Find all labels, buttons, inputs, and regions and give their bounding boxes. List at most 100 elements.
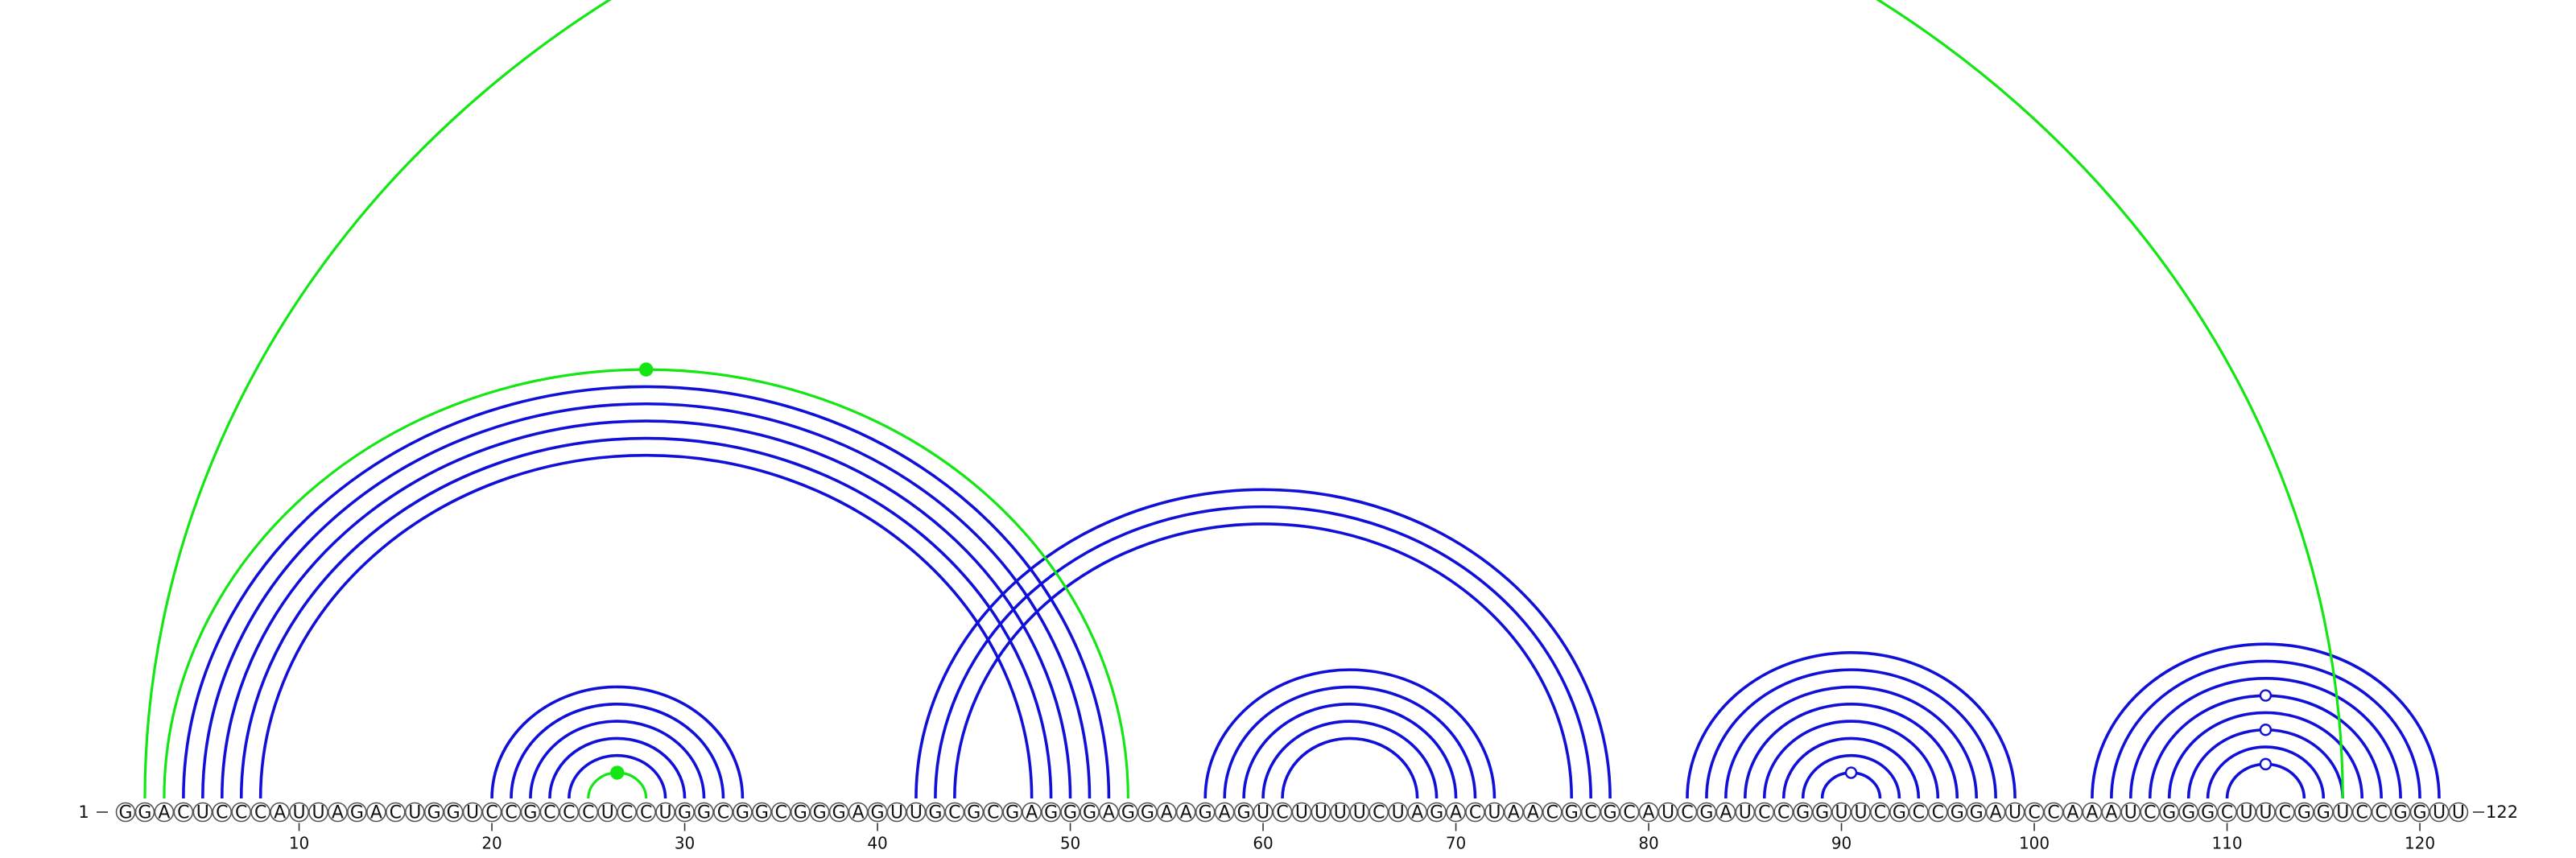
nucleotide-17: G xyxy=(423,802,444,823)
nucleotide-circle xyxy=(925,802,946,823)
nucleotide-letter: A xyxy=(158,803,170,823)
nucleotide-88: G xyxy=(1793,802,1813,823)
nucleotide-48: A xyxy=(1022,802,1042,823)
arc-2-116 xyxy=(143,0,2344,799)
arc-61-68 xyxy=(1281,736,1419,799)
nucleotide-63: U xyxy=(1311,802,1331,823)
nucleotide-19: U xyxy=(462,802,483,823)
nucleotide-letter: A xyxy=(852,803,865,823)
nucleotide-104: A xyxy=(2101,802,2122,823)
nucleotide-circle xyxy=(1523,802,1543,823)
arc-42-78 xyxy=(914,488,1612,799)
nucleotide-letter: G xyxy=(350,803,364,823)
nucleotide-32: C xyxy=(713,802,733,823)
nucleotide-85: U xyxy=(1735,802,1756,823)
arc-109-115 xyxy=(2206,745,2326,799)
nucleotide-circle xyxy=(809,802,830,823)
nucleotide-letter: G xyxy=(1970,803,1984,823)
nucleotide-74: A xyxy=(1523,802,1543,823)
nucleotide-58: A xyxy=(1214,802,1235,823)
nucleotide-circle xyxy=(983,802,1004,823)
arc-3-53 xyxy=(163,368,1129,799)
nucleotide-57: G xyxy=(1195,802,1216,823)
nucleotide-45: G xyxy=(964,802,985,823)
nucleotide-letter: U xyxy=(910,803,923,823)
nucleotide-circle xyxy=(1137,802,1158,823)
nucleotide-letter: G xyxy=(2394,803,2408,823)
nucleotide-96: G xyxy=(1946,802,1967,823)
arc-20-33 xyxy=(490,685,745,799)
nucleotide-circle xyxy=(423,802,444,823)
nucleotide-circle xyxy=(173,802,194,823)
marker-25-28 xyxy=(610,765,625,780)
nucleotide-circle xyxy=(1426,802,1447,823)
nucleotide-101: C xyxy=(2043,802,2064,823)
nucleotide-letter: G xyxy=(1237,803,1251,823)
nucleotide-letter: G xyxy=(427,803,441,823)
nucleotide-66: C xyxy=(1368,802,1389,823)
nucleotide-circle xyxy=(906,802,927,823)
nucleotide-letter: A xyxy=(1219,803,1231,823)
nucleotide-80: A xyxy=(1638,802,1659,823)
nucleotide-115: G xyxy=(2314,802,2334,823)
nucleotide-72: U xyxy=(1484,802,1505,823)
arc-22-31 xyxy=(529,720,706,799)
nucleotide-circle xyxy=(1542,802,1563,823)
nucleotide-letter: G xyxy=(1063,803,1077,823)
nucleotide-letter: U xyxy=(2008,803,2021,823)
nucleotide-letter: U xyxy=(292,803,305,823)
nucleotide-letter: U xyxy=(2240,803,2252,823)
nucleotide-circle xyxy=(1368,802,1389,823)
nucleotide-letter: U xyxy=(408,803,421,823)
nucleotide-letter: U xyxy=(890,803,903,823)
nucleotide-30: G xyxy=(675,802,695,823)
arc-24-29 xyxy=(568,753,667,799)
nucleotide-circle xyxy=(1233,802,1254,823)
nucleotide-46: C xyxy=(983,802,1004,823)
nucleotide-113: C xyxy=(2275,802,2295,823)
nucleotide-letter: C xyxy=(2221,803,2233,823)
pair-markers xyxy=(610,362,2273,780)
nucleotide-letter: G xyxy=(678,803,691,823)
nucleotide-13: G xyxy=(347,802,367,823)
start-label: 1 xyxy=(78,802,89,822)
nucleotide-letter: C xyxy=(216,803,228,823)
nucleotide-circle xyxy=(1928,802,1948,823)
nucleotide-circle xyxy=(2448,802,2469,823)
nucleotide-letter: C xyxy=(1932,803,1944,823)
nucleotide-39: A xyxy=(848,802,869,823)
nucleotide-circle xyxy=(2120,802,2141,823)
nucleotide-circle xyxy=(1002,802,1022,823)
nucleotide-circle xyxy=(867,802,888,823)
nucleotide-letter: C xyxy=(621,803,633,823)
arc-4-52 xyxy=(182,385,1111,799)
nucleotide-53: G xyxy=(1118,802,1138,823)
nucleotide-circle xyxy=(2409,802,2430,823)
nucleotide-circle xyxy=(559,802,580,823)
nucleotide-circle xyxy=(2275,802,2295,823)
nucleotide-letter: G xyxy=(2297,803,2311,823)
nucleotide-letter: U xyxy=(1334,803,1347,823)
nucleotide-letter: U xyxy=(1854,803,1867,823)
nucleotide-circle xyxy=(1754,802,1775,823)
arc-23-30 xyxy=(548,736,687,799)
nucleotide-52: A xyxy=(1099,802,1119,823)
nucleotide-36: G xyxy=(790,802,811,823)
nucleotide-circle xyxy=(1773,802,1794,823)
nucleotide-circle xyxy=(2351,802,2372,823)
arc-60-69 xyxy=(1261,720,1439,799)
nucleotide-circle xyxy=(1561,802,1582,823)
nucleotide-letter: G xyxy=(1565,803,1579,823)
nucleotide-98: A xyxy=(1985,802,2006,823)
nucleotide-letter: U xyxy=(1257,803,1269,823)
nucleotide-letter: G xyxy=(1815,803,1829,823)
arc-59-70 xyxy=(1242,702,1458,799)
nucleotide-circle xyxy=(1465,802,1485,823)
arc-44-76 xyxy=(953,522,1574,799)
nucleotide-circle xyxy=(790,802,811,823)
tick-label-20: 20 xyxy=(481,834,502,853)
nucleotide-letter: A xyxy=(370,803,382,823)
nucleotide-107: G xyxy=(2159,802,2179,823)
nucleotide-letter: C xyxy=(775,803,787,823)
nucleotide-8: C xyxy=(250,802,270,823)
